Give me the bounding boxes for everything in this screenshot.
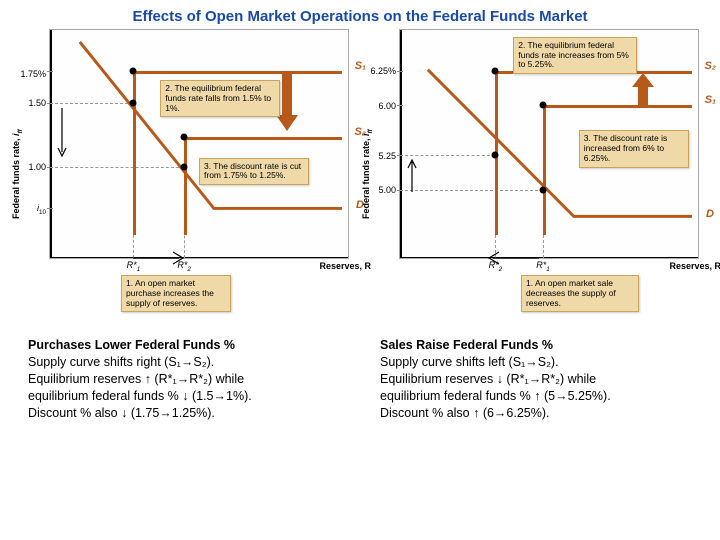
equilib-dot-1: [540, 186, 547, 193]
right-text-l4: Discount % also ↑ (6→6.25%).: [380, 405, 692, 422]
right-chart: 6.25% 6.00 5.25 5.00: [399, 29, 699, 259]
left-ylabel: Federal funds rate, iff: [11, 129, 24, 219]
dot-s2-corner: [181, 134, 188, 141]
ytick-175: 1.75%: [20, 69, 46, 79]
left-text-l3: equilibrium federal funds % ↓ (1.5→1%).: [28, 388, 340, 405]
right-text-l3: equilibrium federal funds % ↑ (5→5.25%).: [380, 388, 692, 405]
left-xlabel: Reserves, R: [319, 261, 371, 271]
right-ylabel: Federal funds rate, iff: [361, 129, 374, 219]
annot-3: 3. The discount rate is cut from 1.75% t…: [199, 158, 309, 186]
left-text-l2: Equilibrium reserves ↑ (R*₁→R*₂) while: [28, 371, 340, 388]
dot-s2-corner: [492, 68, 499, 75]
ytick-625: 6.25%: [370, 66, 396, 76]
up-arrow-icon: [632, 73, 654, 107]
s1-label: S₁: [705, 94, 716, 106]
ytick-500: 5.00: [378, 185, 396, 195]
left-text-l1: Supply curve shifts right (S₁→S₂).: [28, 354, 340, 371]
right-text-l2: Equilibrium reserves ↓ (R*₁→R*₂) while: [380, 371, 692, 388]
right-text-col: Sales Raise Federal Funds % Supply curve…: [380, 337, 692, 421]
left-text-col: Purchases Lower Federal Funds % Supply c…: [28, 337, 340, 421]
ytick-150: 1.50: [28, 98, 46, 108]
right-text-l1: Supply curve shifts left (S₁→S₂).: [380, 354, 692, 371]
right-text-header: Sales Raise Federal Funds %: [380, 337, 692, 354]
ytick-525: 5.25: [378, 151, 396, 161]
s2-label: S₂: [704, 60, 716, 72]
ytick-600: 6.00: [378, 101, 396, 111]
left-chart-wrap: Federal funds rate, iff 1.75% 1.50 1.00 …: [21, 29, 349, 259]
page-title: Effects of Open Market Operations on the…: [0, 0, 720, 29]
equilib-dot-2: [492, 152, 499, 159]
annot-3: 3. The discount rate is increased from 6…: [579, 130, 689, 167]
ytick-i10: i10: [37, 203, 46, 216]
dot-s1-corner: [130, 68, 137, 75]
right-chart-wrap: Federal funds rate, iff 6.25% 6.00 5.25 …: [371, 29, 699, 259]
annot-1: 1. An open market purchase increases the…: [121, 275, 231, 312]
annot-1: 1. An open market sale decreases the sup…: [521, 275, 639, 312]
dot-s1-corner: [540, 102, 547, 109]
ytick-100: 1.00: [28, 162, 46, 172]
left-chart: 1.75% 1.50 1.00 i10: [49, 29, 349, 259]
demand-curve: [50, 30, 348, 258]
shift-left-arrow-icon: [481, 249, 541, 267]
d-label: D: [706, 208, 714, 220]
left-text-l4: Discount % also ↓ (1.75→1.25%).: [28, 405, 340, 422]
annot-2: 2. The equilibrium federal funds rate fa…: [160, 80, 280, 117]
annot-2: 2. The equilibrium federal funds rate in…: [513, 37, 637, 74]
equilib-dot-2: [181, 163, 188, 170]
text-columns: Purchases Lower Federal Funds % Supply c…: [0, 319, 720, 421]
equilib-arrow-icon: [56, 108, 68, 164]
equilib-dot-1: [130, 99, 137, 106]
left-text-header: Purchases Lower Federal Funds %: [28, 337, 340, 354]
charts-row: Federal funds rate, iff 1.75% 1.50 1.00 …: [0, 29, 720, 259]
shift-right-arrow-icon: [131, 249, 191, 267]
right-xlabel: Reserves, R: [669, 261, 720, 271]
equilib-arrow-icon: [406, 158, 418, 192]
s1-label: S₁: [355, 60, 366, 72]
